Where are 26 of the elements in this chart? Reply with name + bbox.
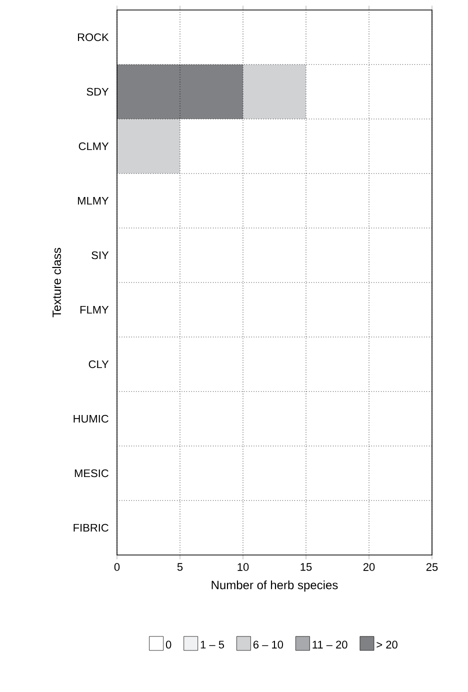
bar bbox=[117, 118, 180, 174]
legend-label: > 20 bbox=[376, 640, 398, 649]
x-tick-label: 15 bbox=[300, 563, 312, 571]
bar bbox=[243, 64, 306, 119]
x-tick-label: 5 bbox=[177, 563, 183, 571]
y-tick-label: SDY bbox=[86, 88, 109, 96]
x-tick-label: 25 bbox=[426, 563, 438, 571]
legend-label: 0 bbox=[166, 640, 172, 649]
y-tick-label: SIY bbox=[92, 251, 109, 260]
y-tick-label: CLMY bbox=[78, 142, 109, 150]
legend-label: 1 – 5 bbox=[200, 640, 224, 648]
y-tick-label: MESIC bbox=[74, 469, 108, 478]
x-tick-label: 0 bbox=[114, 563, 120, 571]
y-tick-label: HUMIC bbox=[74, 414, 108, 423]
y-axis-title: Texture class bbox=[52, 248, 61, 318]
y-tick-label: CLY bbox=[88, 360, 109, 368]
y-tick-label: FIBRIC bbox=[74, 524, 108, 532]
x-tick-label: 10 bbox=[238, 563, 249, 571]
legend-label: 6 – 10 bbox=[253, 640, 284, 649]
x-axis-title: Number of herb species bbox=[212, 580, 338, 592]
legend-label: 11 – 20 bbox=[312, 640, 348, 649]
y-tick-label: FLMY bbox=[80, 306, 109, 314]
y-tick-label: ROCK bbox=[78, 33, 109, 42]
x-tick-label: 20 bbox=[363, 563, 375, 571]
bar bbox=[117, 64, 243, 119]
y-tick-label: MLMY bbox=[78, 196, 109, 205]
